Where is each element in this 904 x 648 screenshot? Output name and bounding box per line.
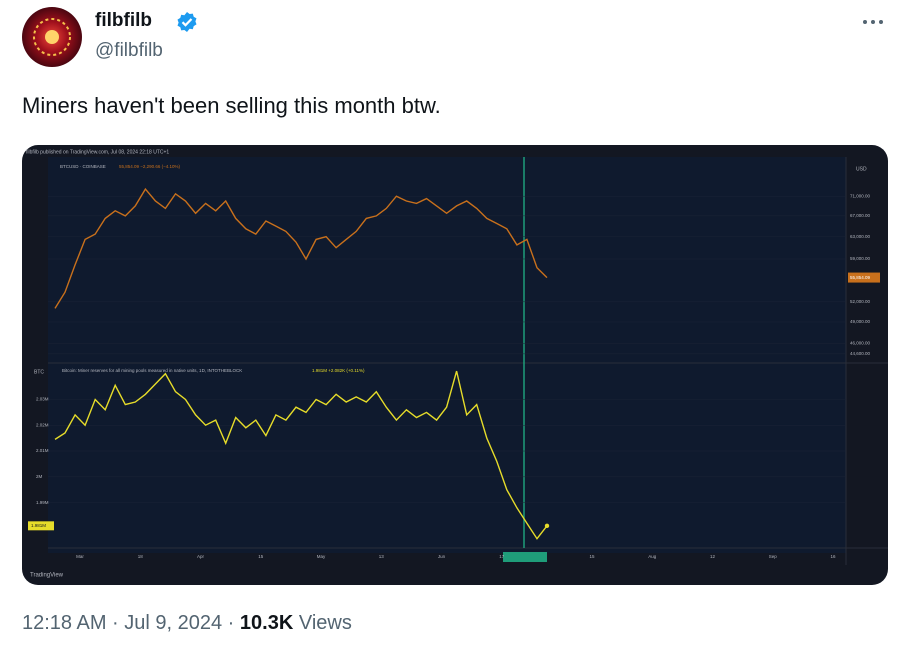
- y-tick-label: 1.99M: [36, 500, 49, 505]
- y-tick-label: 52,000.00: [850, 299, 871, 304]
- y-tick-label: 46,000.00: [850, 341, 871, 346]
- crosshair-date-box: [503, 552, 547, 562]
- y-tick-label: 67,000.00: [850, 213, 871, 218]
- timestamp[interactable]: 12:18 AM · Jul 9, 2024 ·: [22, 612, 240, 634]
- x-tick-label: 18: [138, 554, 144, 559]
- last-point: [544, 523, 550, 529]
- x-tick-label: 16: [830, 554, 836, 559]
- y-tick-label: 59,000.00: [850, 256, 871, 261]
- y-tick-label: 2.03M: [36, 397, 49, 402]
- series-line: [54, 187, 548, 309]
- chart-image[interactable]: filbfilb published on TradingView.com, J…: [22, 145, 888, 585]
- brand: TradingView: [30, 573, 64, 579]
- pane-title: BTCUSD · COINBASE: [60, 164, 106, 169]
- avatar[interactable]: [22, 7, 82, 67]
- y-tick-label: 2.02M: [36, 422, 49, 427]
- last-value-box: [848, 272, 880, 283]
- x-tick-label: 13: [379, 554, 385, 559]
- pane-subtitle: 55,854.09 −2,290.66 (−4.10%): [119, 164, 181, 169]
- pane-unit: USD: [856, 166, 867, 172]
- x-tick-label: 12: [710, 554, 716, 559]
- publish-header: filbfilb published on TradingView.com, J…: [26, 149, 169, 155]
- x-tick-label: May: [317, 554, 326, 559]
- more-button[interactable]: [860, 14, 888, 30]
- author-name[interactable]: filbfilb: [95, 10, 152, 31]
- x-tick-label: Jun: [438, 554, 446, 559]
- x-tick-label: 15: [589, 554, 595, 559]
- views-count: 10.3K: [239, 612, 294, 634]
- verified-badge: [177, 12, 197, 32]
- tweet-meta: 12:18 AM · Jul 9, 2024 · 10.3K Views: [22, 612, 352, 635]
- y-tick-label: 63,000.00: [850, 234, 871, 239]
- pane-title: Bitcoin: Miner reserves for all mining p…: [62, 368, 242, 373]
- x-tick-label: Mar: [76, 554, 84, 559]
- last-value-box: [28, 521, 54, 531]
- last-value-label: 1.981M: [31, 523, 46, 528]
- x-tick-label: 17: [499, 554, 505, 559]
- y-tick-label: 71,000.00: [850, 193, 871, 198]
- author-handle[interactable]: @filbfilb: [95, 40, 163, 61]
- y-tick-label: 2.01M: [36, 448, 49, 453]
- x-tick-label: 15: [258, 554, 264, 559]
- views-label: Views: [298, 612, 352, 634]
- tweet-text: Miners haven't been selling this month b…: [22, 93, 441, 118]
- pane-subtitle: 1.981M +2.082K (+0.11%): [312, 368, 365, 373]
- series-line: [54, 370, 548, 540]
- x-tick-label: Sep: [769, 554, 778, 559]
- last-value-label: 55,854.09: [850, 275, 871, 280]
- y-tick-label: 49,000.00: [850, 319, 871, 324]
- y-tick-label: 2M: [36, 474, 43, 479]
- plot-area: [48, 157, 846, 553]
- pane-unit: BTC: [34, 369, 44, 375]
- y-tick-label: 44,600.00: [850, 351, 871, 356]
- x-tick-label: Apr: [197, 554, 205, 559]
- x-tick-label: Aug: [648, 554, 657, 559]
